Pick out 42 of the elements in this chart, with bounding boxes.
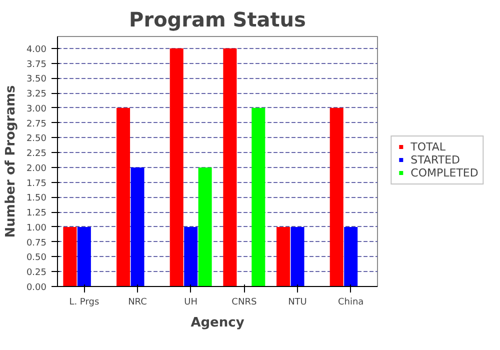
chart-title: Program Status bbox=[129, 8, 306, 32]
bar bbox=[290, 226, 304, 286]
y-tick-label: 3.75 bbox=[26, 60, 47, 70]
x-tick-label: CNRS bbox=[232, 298, 257, 308]
bar bbox=[198, 167, 212, 286]
y-tick-label: 2.00 bbox=[26, 164, 47, 174]
x-axis-title: Agency bbox=[190, 316, 245, 330]
y-tick-label: 2.25 bbox=[26, 149, 47, 160]
bar bbox=[223, 48, 237, 286]
y-tick-label: 0.75 bbox=[26, 238, 47, 248]
y-tick-label: 0.00 bbox=[26, 283, 47, 293]
legend-label: STARTED bbox=[410, 153, 460, 166]
bar bbox=[330, 108, 344, 286]
bar bbox=[116, 108, 130, 286]
y-axis-title: Number of Programs bbox=[3, 84, 18, 238]
y-tick-label: 0.50 bbox=[26, 253, 47, 264]
x-tick-label: NRC bbox=[128, 298, 147, 308]
bar bbox=[252, 108, 266, 286]
y-tick-label: 1.00 bbox=[26, 223, 47, 234]
bar bbox=[276, 226, 290, 286]
bar bbox=[63, 226, 77, 286]
x-tick-label: UH bbox=[184, 298, 198, 308]
y-tick-label: 3.50 bbox=[26, 74, 47, 85]
y-tick-label: 2.75 bbox=[26, 119, 47, 130]
x-tick-label: NTU bbox=[288, 298, 307, 308]
bar bbox=[77, 226, 91, 286]
y-tick-label: 3.00 bbox=[26, 104, 47, 114]
bar bbox=[184, 226, 198, 286]
bar bbox=[344, 226, 358, 286]
x-tick-label: China bbox=[338, 298, 364, 308]
bar bbox=[170, 48, 184, 286]
y-tick-label: 1.25 bbox=[26, 208, 47, 219]
y-tick-label: 0.25 bbox=[26, 268, 47, 278]
y-tick-label: 3.25 bbox=[26, 90, 47, 100]
y-tick-label: 1.50 bbox=[26, 194, 47, 204]
y-tick-label: 4.00 bbox=[26, 44, 47, 55]
bar bbox=[130, 167, 144, 286]
legend-label: COMPLETED bbox=[410, 166, 478, 179]
y-tick-label: 2.50 bbox=[26, 134, 47, 144]
x-tick-label: L. Prgs bbox=[69, 298, 100, 308]
legend-label: TOTAL bbox=[410, 140, 446, 153]
y-tick-label: 1.75 bbox=[26, 178, 47, 189]
